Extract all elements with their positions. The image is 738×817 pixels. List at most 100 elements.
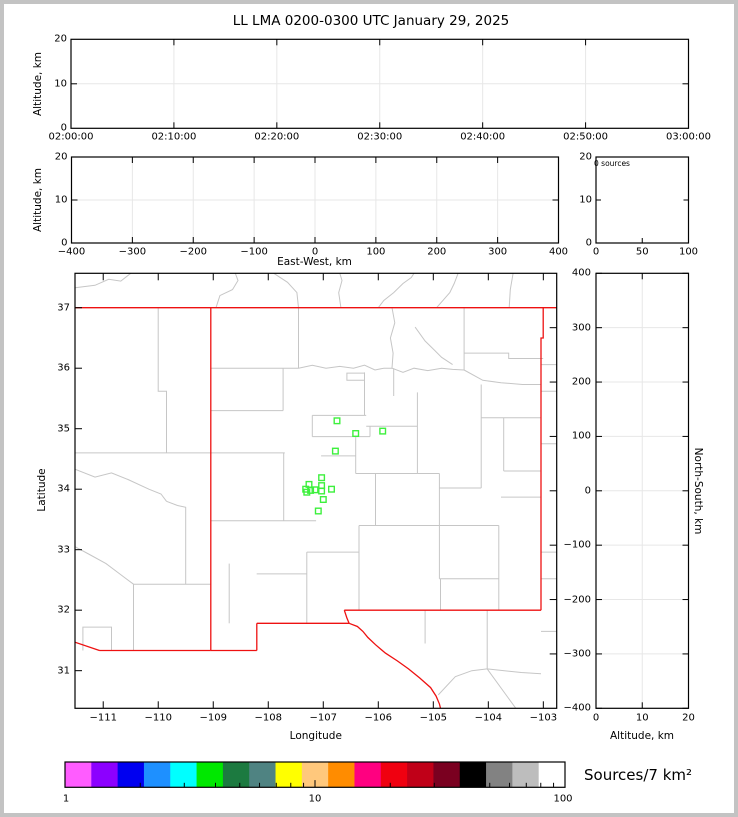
longitude-tick-label: −105 bbox=[419, 712, 448, 723]
histogram-y-tick-label: 0 bbox=[585, 237, 592, 249]
altitude-tick-label: 10 bbox=[54, 194, 68, 206]
ns-tick-label: 200 bbox=[571, 376, 591, 388]
histogram-x-tick-label: 100 bbox=[678, 246, 699, 257]
lightning-source-marker bbox=[311, 486, 319, 494]
ns-tick-label: −400 bbox=[563, 702, 591, 714]
colorbar-label: Sources/7 km² bbox=[584, 765, 693, 784]
time-tick-label: 03:00:00 bbox=[666, 131, 711, 142]
lightning-source-marker bbox=[318, 487, 326, 495]
colorbar-segment bbox=[380, 762, 408, 788]
longitude-tick-label: −110 bbox=[144, 712, 172, 723]
longitude-tick-label: −109 bbox=[199, 712, 227, 723]
county-border-line bbox=[298, 364, 392, 371]
longitude-tick-label: −108 bbox=[254, 712, 282, 723]
county-border-line bbox=[437, 668, 488, 696]
county-border-line bbox=[486, 668, 517, 709]
latitude-tick-label: 37 bbox=[57, 302, 70, 314]
state-border-line bbox=[348, 622, 442, 709]
lightning-source-marker bbox=[331, 447, 339, 455]
map-ylabel: Latitude bbox=[36, 468, 48, 512]
county-border-line bbox=[508, 273, 514, 308]
county-border-line bbox=[389, 307, 396, 369]
county-border-line bbox=[338, 273, 343, 308]
colorbar-segment bbox=[170, 762, 198, 788]
county-border-line bbox=[463, 369, 541, 385]
longitude-tick-label: −111 bbox=[89, 712, 117, 723]
county-border-line bbox=[215, 273, 239, 308]
tick-marks bbox=[70, 39, 689, 788]
time-tick-label: 02:20:00 bbox=[254, 131, 300, 142]
county-border-line bbox=[464, 352, 544, 359]
ns-x-tick-label: 0 bbox=[592, 712, 600, 723]
ew-tick-label: 300 bbox=[488, 246, 508, 257]
ns-tick-label: 100 bbox=[571, 430, 591, 442]
latitude-tick-label: 36 bbox=[57, 362, 70, 374]
county-border-line bbox=[414, 326, 453, 366]
colorbar-segment bbox=[65, 762, 92, 788]
county-border-line bbox=[75, 273, 132, 289]
county-border-line bbox=[487, 668, 542, 675]
county-border-line bbox=[273, 273, 299, 308]
histogram-y-tick-label: 20 bbox=[579, 151, 592, 163]
colorbar-segment bbox=[407, 762, 434, 788]
colorbar-tick-label: 10 bbox=[308, 793, 322, 805]
colorbar-segment bbox=[249, 762, 277, 788]
ns-tick-label: 400 bbox=[571, 267, 591, 279]
colorbar-segment bbox=[354, 762, 382, 788]
lightning-source-marker bbox=[318, 474, 326, 482]
colorbar-segment bbox=[486, 762, 513, 788]
time-panel-ylabel: Altitude, km bbox=[32, 51, 44, 117]
county-border-line bbox=[377, 273, 415, 309]
ew-tick-label: −200 bbox=[179, 246, 207, 257]
colorbar-segment bbox=[328, 762, 355, 788]
altitude-tick-label: 0 bbox=[60, 122, 67, 134]
ns-x-tick-label: 10 bbox=[635, 712, 649, 723]
ns-tick-label: −200 bbox=[563, 594, 591, 606]
lightning-source-marker bbox=[328, 485, 336, 493]
ns-x-tick-label: 20 bbox=[682, 712, 695, 723]
state-border-line bbox=[540, 307, 544, 611]
map-layers bbox=[75, 273, 557, 709]
histogram-x-tick-label: 50 bbox=[635, 246, 649, 257]
altitude-tick-label: 20 bbox=[54, 151, 68, 163]
time-tick-label: 02:40:00 bbox=[460, 131, 506, 142]
county-border-line bbox=[166, 500, 187, 585]
latitude-tick-label: 35 bbox=[57, 423, 70, 435]
longitude-tick-label: −104 bbox=[474, 712, 503, 723]
ew-panel-ylabel: Altitude, km bbox=[32, 167, 44, 233]
county-border-line bbox=[157, 307, 167, 453]
latitude-tick-label: 31 bbox=[57, 665, 70, 677]
state-border-line bbox=[75, 641, 100, 652]
histogram-annotation: 0 sources bbox=[594, 158, 630, 168]
latitude-tick-label: 32 bbox=[57, 604, 70, 616]
colorbar-tick-label: 100 bbox=[553, 793, 573, 805]
county-border-line bbox=[436, 273, 459, 309]
lightning-source-marker bbox=[333, 417, 341, 425]
page-title: LL LMA 0200-0300 UTC January 29, 2025 bbox=[232, 13, 510, 29]
state-border-line bbox=[343, 609, 350, 624]
altitude-tick-label: 20 bbox=[54, 33, 67, 45]
longitude-tick-label: −103 bbox=[529, 712, 558, 723]
colorbar-segment bbox=[433, 762, 461, 788]
time-tick-label: 02:10:00 bbox=[151, 131, 197, 142]
ns-tick-label: −300 bbox=[563, 648, 591, 660]
time-tick-label: 02:30:00 bbox=[357, 131, 403, 142]
gridlines bbox=[71, 39, 689, 709]
county-border-line bbox=[391, 367, 465, 373]
ns-panel-ylabel: North-South, km bbox=[692, 447, 704, 535]
colorbar-segment bbox=[91, 762, 119, 788]
colorbar-segment bbox=[196, 762, 224, 788]
ns-tick-label: 300 bbox=[571, 322, 591, 334]
ew-panel-xlabel: East-West, km bbox=[277, 255, 352, 268]
histogram-x-tick-label: 0 bbox=[592, 246, 600, 257]
colorbar-segments bbox=[65, 762, 566, 788]
ew-tick-label: 100 bbox=[366, 246, 386, 257]
lightning-source-marker bbox=[379, 427, 387, 435]
time-tick-label: 02:50:00 bbox=[563, 131, 609, 142]
latitude-tick-label: 33 bbox=[57, 544, 70, 556]
longitude-tick-label: −107 bbox=[309, 712, 337, 723]
county-border-line bbox=[82, 626, 112, 651]
